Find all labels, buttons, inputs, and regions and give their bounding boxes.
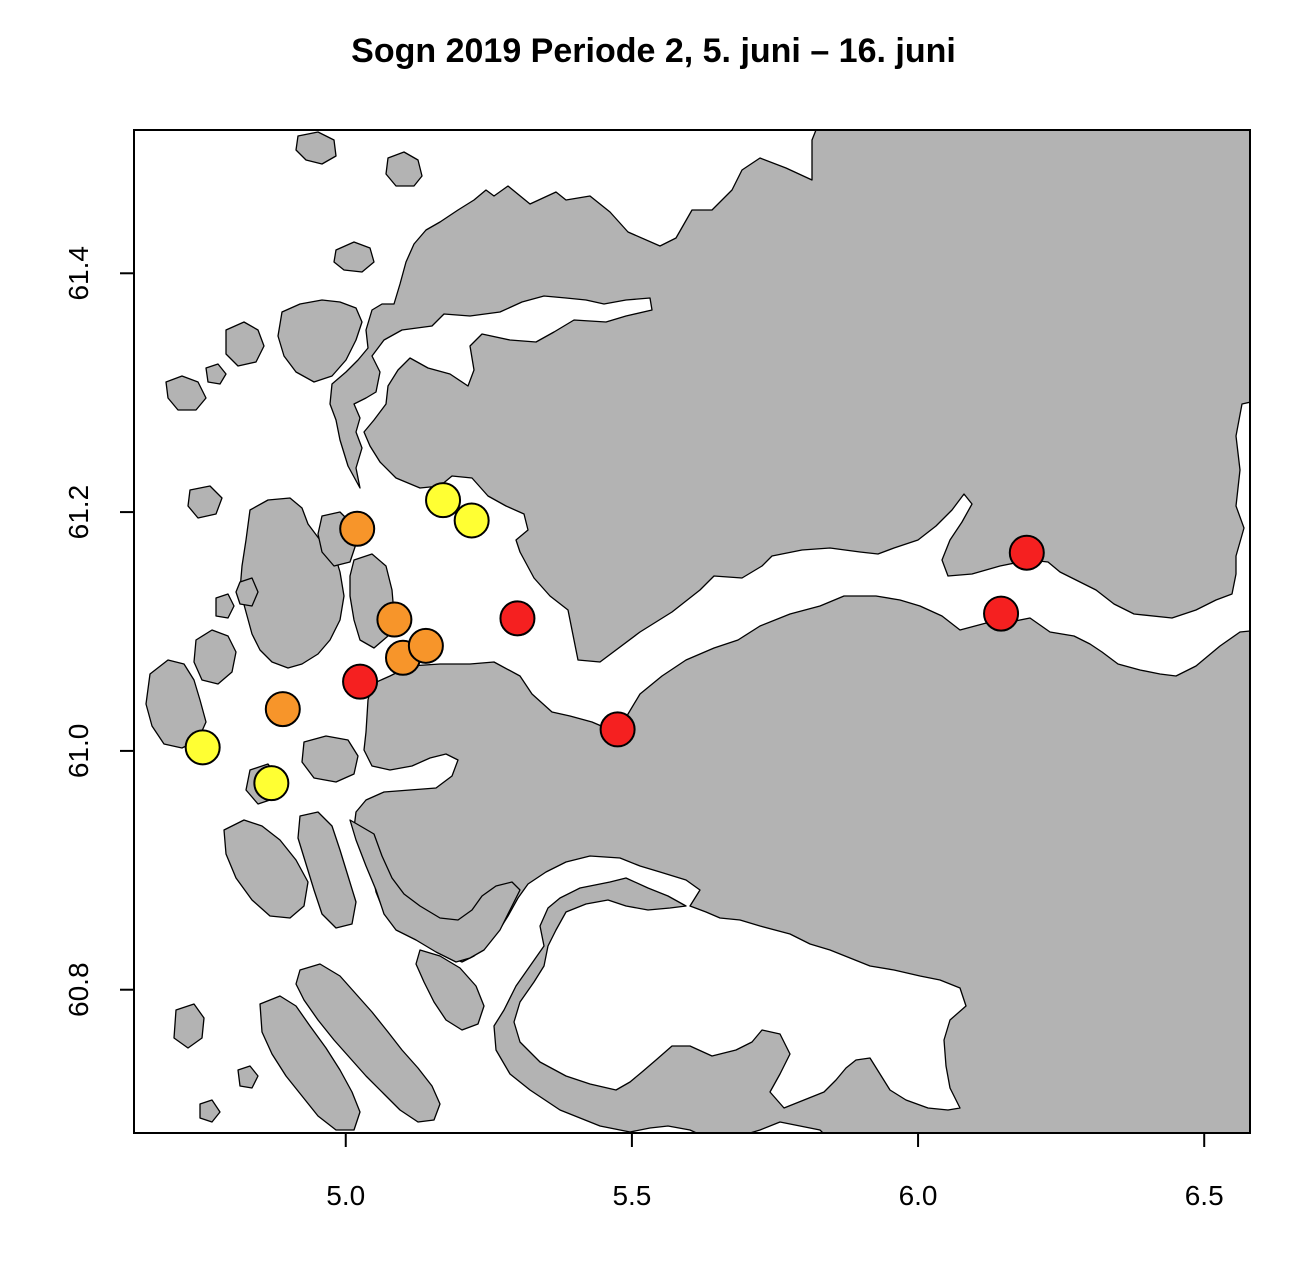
island-nw-2 [225,321,265,367]
island-north-west [277,299,363,383]
station-marker-yellow [184,729,221,766]
y-tick-label: 60.8 [63,962,94,1017]
x-tick-label: 5.5 [612,1180,651,1211]
island-south-2 [259,995,361,1131]
island-tiny-8 [199,1099,221,1123]
island-tiny-4 [333,241,375,273]
station-marker-yellow [425,482,462,519]
x-tick-label: 5.0 [326,1180,365,1211]
station-marker-red [1008,534,1045,571]
island-nw-3 [165,375,207,411]
island-west-small [187,485,223,519]
island-tiny-6 [215,593,235,619]
land-south-west [349,819,521,963]
station-marker-orange [376,601,413,638]
island-tiny-1 [295,131,337,165]
x-tick-label: 6.0 [899,1180,938,1211]
station-marker-red [599,711,636,748]
station-marker-yellow [453,502,490,539]
island-sw-2 [223,819,309,919]
plot-title: Sogn 2019 Periode 2, 5. juni – 16. juni [351,32,956,70]
station-marker-orange [339,510,376,547]
island-west-mid [193,629,237,685]
coastline-layer [145,130,1250,1133]
island-tiny-7 [237,1065,259,1089]
station-markers [184,482,1045,802]
station-marker-orange [407,627,444,664]
x-tick-label: 6.5 [1185,1180,1224,1211]
station-marker-orange [264,691,301,728]
station-marker-yellow [253,765,290,802]
y-axis: 60.8 61.0 61.2 61.4 [63,246,134,1017]
island-south-3 [415,949,485,1031]
station-marker-red [983,595,1020,632]
island-sw-1 [301,735,359,783]
y-tick-label: 61.4 [63,246,94,301]
island-sw-3 [297,811,357,929]
y-tick-label: 61.2 [63,485,94,540]
land-north [329,130,1250,663]
plot-frame [133,129,1251,1134]
island-tiny-3 [205,363,227,385]
station-marker-red [342,663,379,700]
island-tiny-2 [385,151,423,187]
island-tiny-5 [235,577,259,607]
island-south-4 [173,1003,205,1049]
island-south-1 [295,963,441,1123]
station-marker-red [499,600,536,637]
y-tick-label: 61.0 [63,724,94,779]
land-south [353,595,1250,1133]
x-axis: 5.0 5.5 6.0 6.5 [326,1133,1224,1211]
